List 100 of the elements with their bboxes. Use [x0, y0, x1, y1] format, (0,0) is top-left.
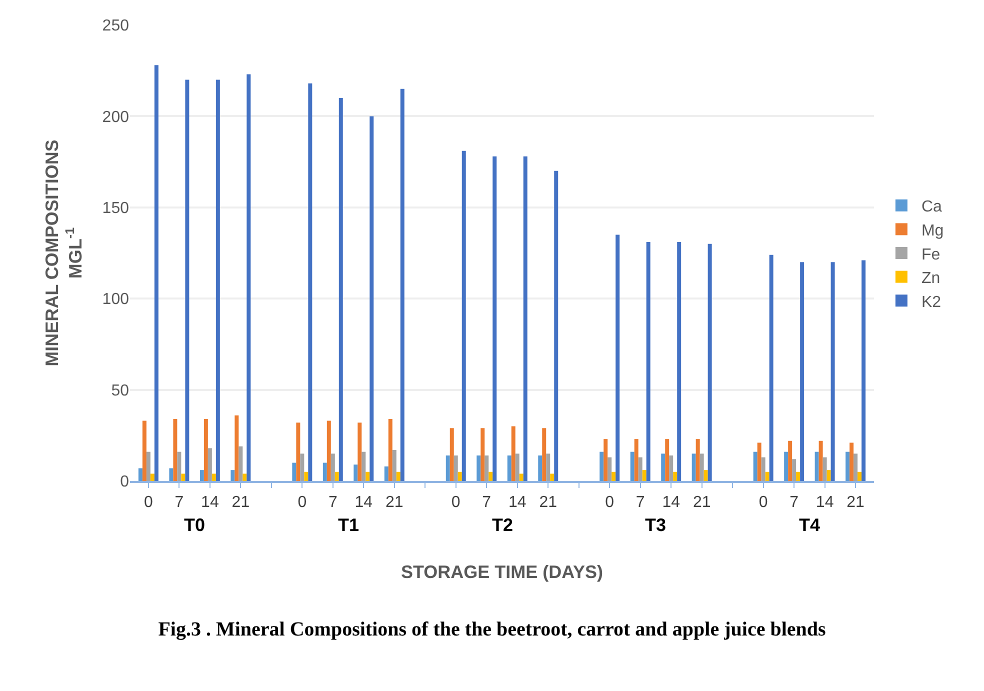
bar — [858, 472, 862, 481]
bar — [862, 260, 866, 481]
y-tick-label: 0 — [120, 474, 130, 491]
bar — [326, 420, 331, 481]
bar — [234, 415, 239, 481]
y-tick-label: 200 — [102, 108, 130, 126]
bar — [822, 457, 827, 481]
bar — [458, 472, 462, 481]
x-tick-label: 21 — [846, 494, 865, 512]
bar — [384, 466, 388, 481]
bar — [761, 457, 766, 481]
bar — [322, 462, 327, 481]
bar — [446, 455, 450, 481]
x-tick-label: 0 — [605, 494, 614, 512]
bar — [150, 474, 154, 481]
bar — [830, 262, 835, 481]
bar — [554, 170, 558, 481]
bar — [338, 98, 343, 481]
bar — [784, 452, 788, 481]
bar — [480, 428, 485, 481]
bar — [358, 422, 362, 481]
bar — [600, 452, 604, 481]
x-tick-label: 7 — [328, 494, 338, 512]
legend-label: K2 — [921, 294, 942, 311]
bar — [765, 472, 770, 481]
bar — [704, 470, 708, 481]
bar — [608, 457, 612, 481]
x-tick-label: 21 — [386, 494, 404, 512]
bar — [612, 472, 616, 481]
bar — [142, 420, 146, 481]
y-tick-label: 50 — [111, 382, 130, 400]
bar — [484, 455, 489, 481]
bar — [788, 440, 792, 481]
bar — [246, 74, 251, 481]
text: T0 — [184, 515, 206, 535]
bar — [354, 464, 358, 481]
bar — [846, 452, 850, 481]
bar — [204, 418, 208, 481]
bar — [208, 448, 212, 481]
x-tick-label: 7 — [790, 494, 799, 512]
bar — [800, 262, 804, 481]
bar — [604, 439, 608, 481]
x-tick-label: 21 — [539, 494, 558, 512]
x-tick-label: 14 — [354, 494, 373, 512]
x-tick-label: 7 — [636, 494, 645, 512]
bar — [169, 468, 174, 481]
x-tick-label: 7 — [482, 494, 492, 512]
bar — [854, 454, 858, 481]
y-tick-label: 250 — [102, 18, 130, 35]
text: Fig.3 . Mineral Compositions of the the beetroot, carrot and apple juice blends — [158, 618, 826, 641]
x-tick-label: 14 — [201, 494, 219, 512]
bar — [634, 439, 638, 481]
text: T2 — [492, 515, 514, 535]
bar — [753, 452, 758, 481]
bar — [507, 455, 512, 481]
bar — [511, 426, 516, 481]
bar — [673, 472, 678, 481]
bar — [242, 474, 247, 481]
bar — [181, 474, 186, 481]
bar — [796, 472, 800, 481]
x-tick-label: 0 — [758, 494, 768, 512]
bar — [757, 442, 762, 481]
bar — [362, 452, 366, 481]
bar — [200, 470, 204, 481]
bar — [638, 457, 642, 481]
bar — [492, 156, 497, 481]
text: T1 — [338, 515, 360, 535]
bar — [538, 455, 542, 481]
bar — [304, 472, 308, 481]
bar — [696, 439, 700, 481]
bar — [708, 244, 712, 481]
x-tick-label: 21 — [232, 494, 250, 512]
bar — [212, 474, 216, 481]
x-axis-title: STORAGE TIME (DAYS) — [400, 562, 604, 582]
legend-label: Zn — [921, 270, 940, 288]
bar — [818, 440, 823, 481]
bar — [366, 472, 370, 481]
bar — [146, 452, 150, 481]
legend-label: Mg — [921, 222, 944, 240]
bar — [826, 470, 831, 481]
bar — [550, 474, 554, 481]
bar — [814, 452, 819, 481]
bar — [230, 470, 235, 481]
x-tick-label: 14 — [508, 494, 526, 512]
bar — [388, 418, 392, 481]
x-tick-label: 14 — [662, 494, 680, 512]
bar — [769, 254, 774, 481]
bar — [519, 474, 524, 481]
bar — [523, 156, 528, 481]
bar — [334, 472, 339, 481]
text: T4 — [799, 515, 820, 535]
bar — [330, 454, 335, 481]
x-tick-label: 0 — [144, 494, 153, 512]
bar — [462, 150, 466, 481]
bar — [300, 454, 304, 481]
bar — [450, 428, 454, 481]
bar — [792, 459, 796, 481]
bar — [850, 442, 854, 481]
bar — [476, 455, 481, 481]
bar — [400, 88, 404, 481]
